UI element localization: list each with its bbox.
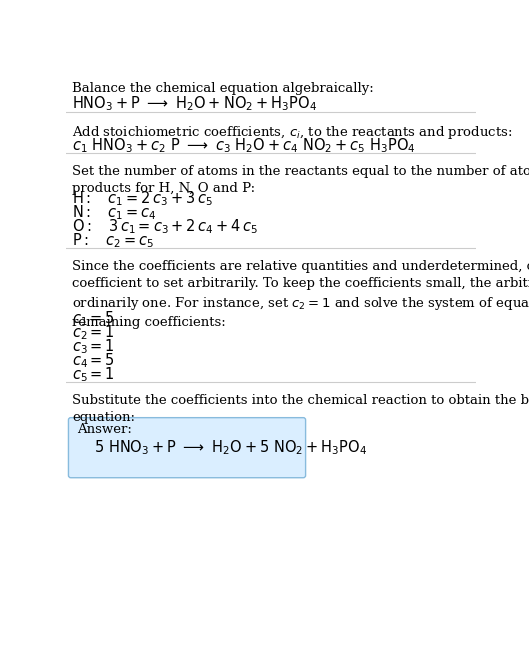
Text: $c_1 = 5$: $c_1 = 5$	[72, 309, 115, 328]
FancyBboxPatch shape	[68, 418, 306, 477]
Text: Since the coefficients are relative quantities and underdetermined, choose a
coe: Since the coefficients are relative quan…	[72, 260, 529, 329]
Text: $5\ \mathrm{HNO_3} + \mathrm{P}\ \longrightarrow\ \mathrm{H_2O} + 5\ \mathrm{NO_: $5\ \mathrm{HNO_3} + \mathrm{P}\ \longri…	[94, 439, 367, 457]
Text: Set the number of atoms in the reactants equal to the number of atoms in the
pro: Set the number of atoms in the reactants…	[72, 165, 529, 195]
Text: Substitute the coefficients into the chemical reaction to obtain the balanced
eq: Substitute the coefficients into the che…	[72, 394, 529, 424]
Text: $c_3 = 1$: $c_3 = 1$	[72, 337, 115, 356]
Text: $\mathrm{N:}\quad c_1 = c_4$: $\mathrm{N:}\quad c_1 = c_4$	[72, 203, 157, 222]
Text: $c_4 = 5$: $c_4 = 5$	[72, 351, 115, 369]
Text: Answer:: Answer:	[77, 423, 132, 436]
Text: $\mathrm{O:}\quad 3\,c_1 = c_3 + 2\,c_4 + 4\,c_5$: $\mathrm{O:}\quad 3\,c_1 = c_3 + 2\,c_4 …	[72, 217, 258, 236]
Text: Balance the chemical equation algebraically:: Balance the chemical equation algebraica…	[72, 82, 374, 95]
Text: $c_5 = 1$: $c_5 = 1$	[72, 365, 115, 384]
Text: $c_1\ \mathrm{HNO_3} + c_2\ \mathrm{P}\ \longrightarrow\ c_3\ \mathrm{H_2O} + c_: $c_1\ \mathrm{HNO_3} + c_2\ \mathrm{P}\ …	[72, 136, 416, 155]
Text: $\mathrm{HNO_3} + \mathrm{P}\ \longrightarrow\ \mathrm{H_2O} + \mathrm{NO_2} + \: $\mathrm{HNO_3} + \mathrm{P}\ \longright…	[72, 94, 317, 113]
Text: $c_2 = 1$: $c_2 = 1$	[72, 324, 115, 342]
Text: $\mathrm{P:}\quad c_2 = c_5$: $\mathrm{P:}\quad c_2 = c_5$	[72, 231, 154, 250]
Text: $\mathrm{H:}\quad c_1 = 2\,c_3 + 3\,c_5$: $\mathrm{H:}\quad c_1 = 2\,c_3 + 3\,c_5$	[72, 190, 213, 208]
Text: Add stoichiometric coefficients, $c_i$, to the reactants and products:: Add stoichiometric coefficients, $c_i$, …	[72, 124, 513, 140]
